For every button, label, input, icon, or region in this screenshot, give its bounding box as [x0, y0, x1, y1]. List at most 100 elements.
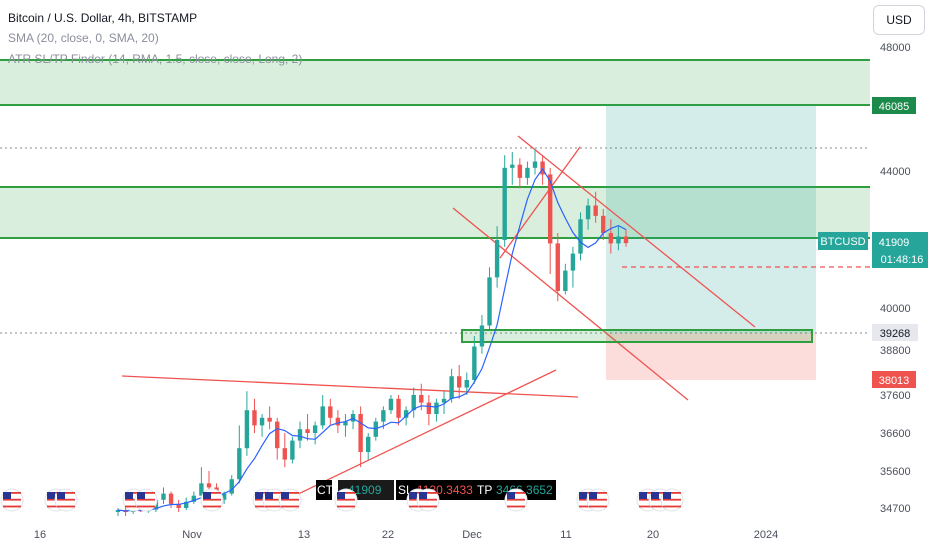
candle-body	[563, 270, 568, 291]
us-flag-icon	[54, 488, 78, 512]
us-flag-icon	[586, 488, 610, 512]
candle-body	[623, 236, 629, 244]
candle-body	[184, 501, 189, 508]
badge-symbol-text: BTCUSD	[820, 236, 865, 248]
us-flag-icon	[660, 488, 684, 512]
candle-body	[199, 483, 204, 496]
overlay-c-value: 41909	[348, 483, 382, 497]
badge-46085: 46085	[872, 97, 916, 114]
candle-body	[494, 240, 500, 278]
us-flag-icon	[278, 488, 302, 512]
candle-body	[472, 346, 477, 380]
overlay-c-label: CT	[317, 483, 334, 497]
candle-body	[267, 417, 272, 422]
event-flags	[0, 488, 684, 512]
x-tick-label: 2024	[754, 529, 778, 541]
red-trendline-rising	[264, 369, 557, 511]
red-trendline-horizontal	[121, 375, 579, 398]
us-flag-icon	[134, 488, 158, 512]
badge-last-price: 41909 01:48:16	[872, 232, 928, 268]
y-tick-label: 36600	[880, 428, 911, 440]
y-tick-label: 34700	[880, 503, 911, 515]
candle-body	[510, 164, 515, 168]
us-flag-icon	[504, 488, 528, 512]
candle-body	[366, 436, 371, 452]
candle-body	[335, 417, 341, 426]
us-flag-icon	[200, 488, 224, 512]
candle-body	[221, 493, 227, 500]
candle-body	[517, 164, 523, 178]
candle-body	[419, 395, 424, 403]
badge-last-price-text: 41909	[879, 237, 910, 249]
candle-body	[570, 253, 576, 271]
currency-button[interactable]: USD	[873, 5, 925, 35]
candle-body	[434, 402, 439, 414]
x-tick-label: Nov	[182, 529, 202, 541]
candle-body	[388, 398, 394, 411]
y-tick-label: 40000	[880, 303, 911, 315]
candle-body	[229, 479, 234, 494]
badge-46085-text: 46085	[879, 101, 910, 113]
x-tick-label: 20	[647, 529, 659, 541]
candle-body	[343, 421, 348, 426]
symbol-title: Bitcoin / U.S. Dollar, 4h, BITSTAMP	[8, 11, 198, 25]
badge-38013: 38013	[872, 371, 916, 388]
long-position-tool	[606, 105, 816, 380]
candle-body	[396, 398, 401, 418]
trendlines-layer	[121, 135, 870, 511]
candle-body	[525, 167, 530, 178]
stop-loss-area	[606, 333, 816, 380]
red-trendline-breakout	[499, 146, 581, 259]
candle-body	[585, 205, 591, 220]
x-tick-label: 13	[298, 529, 310, 541]
candle-body	[593, 205, 598, 216]
candles-layer	[115, 148, 629, 516]
zones-layer	[0, 59, 870, 334]
candle-body	[426, 402, 432, 414]
y-tick-label: 38800	[880, 345, 911, 357]
y-tick-label: 35600	[880, 466, 911, 478]
candle-body	[358, 414, 363, 452]
candle-body	[547, 174, 553, 244]
us-flag-icon	[334, 488, 358, 512]
time-axis: 16 Nov 13 22 Dec 11 20 2024	[34, 529, 778, 541]
supply-zone-upper	[0, 60, 870, 105]
candle-body	[616, 236, 621, 244]
candle-body	[601, 215, 606, 234]
badge-39268-text: 39268	[880, 328, 911, 340]
candle-body	[244, 410, 250, 449]
badge-39268: 39268	[872, 324, 918, 341]
candle-body	[206, 483, 212, 488]
candle-body	[502, 167, 507, 240]
red-channel-upper	[517, 135, 756, 328]
candle-body	[441, 398, 447, 403]
supply-zone-lower	[0, 187, 870, 238]
candle-body	[479, 325, 485, 347]
candle-body	[403, 410, 409, 418]
candle-body	[464, 380, 469, 388]
candle-body	[297, 429, 303, 441]
atr-indicator-legend[interactable]: ATR SL/TP Finder (14, RMA, 1.5, close, c…	[8, 52, 303, 66]
badge-btcusd: BTCUSD	[818, 232, 868, 250]
candle-body	[191, 495, 197, 502]
candle-body	[282, 448, 288, 460]
countdown-text: 01:48:16	[881, 254, 924, 266]
candle-body	[161, 493, 166, 500]
candle-body	[381, 410, 386, 422]
x-tick-label: 11	[560, 529, 571, 541]
candle-body	[176, 503, 181, 508]
candle-body	[290, 440, 295, 460]
us-flag-icon	[262, 488, 286, 512]
candle-body	[449, 376, 454, 399]
candle-body	[275, 421, 280, 449]
candle-body	[168, 493, 174, 504]
candle-body	[320, 406, 325, 426]
x-tick-label: 22	[382, 529, 394, 541]
atr-overlay-row: CT 41909 SL 1130.3433 TP 3466.3652	[316, 480, 556, 500]
sma-indicator-legend[interactable]: SMA (20, close, 0, SMA, 20)	[8, 31, 159, 45]
candle-body	[608, 233, 614, 244]
candle-body	[312, 425, 318, 433]
red-channel-lower	[452, 207, 689, 401]
